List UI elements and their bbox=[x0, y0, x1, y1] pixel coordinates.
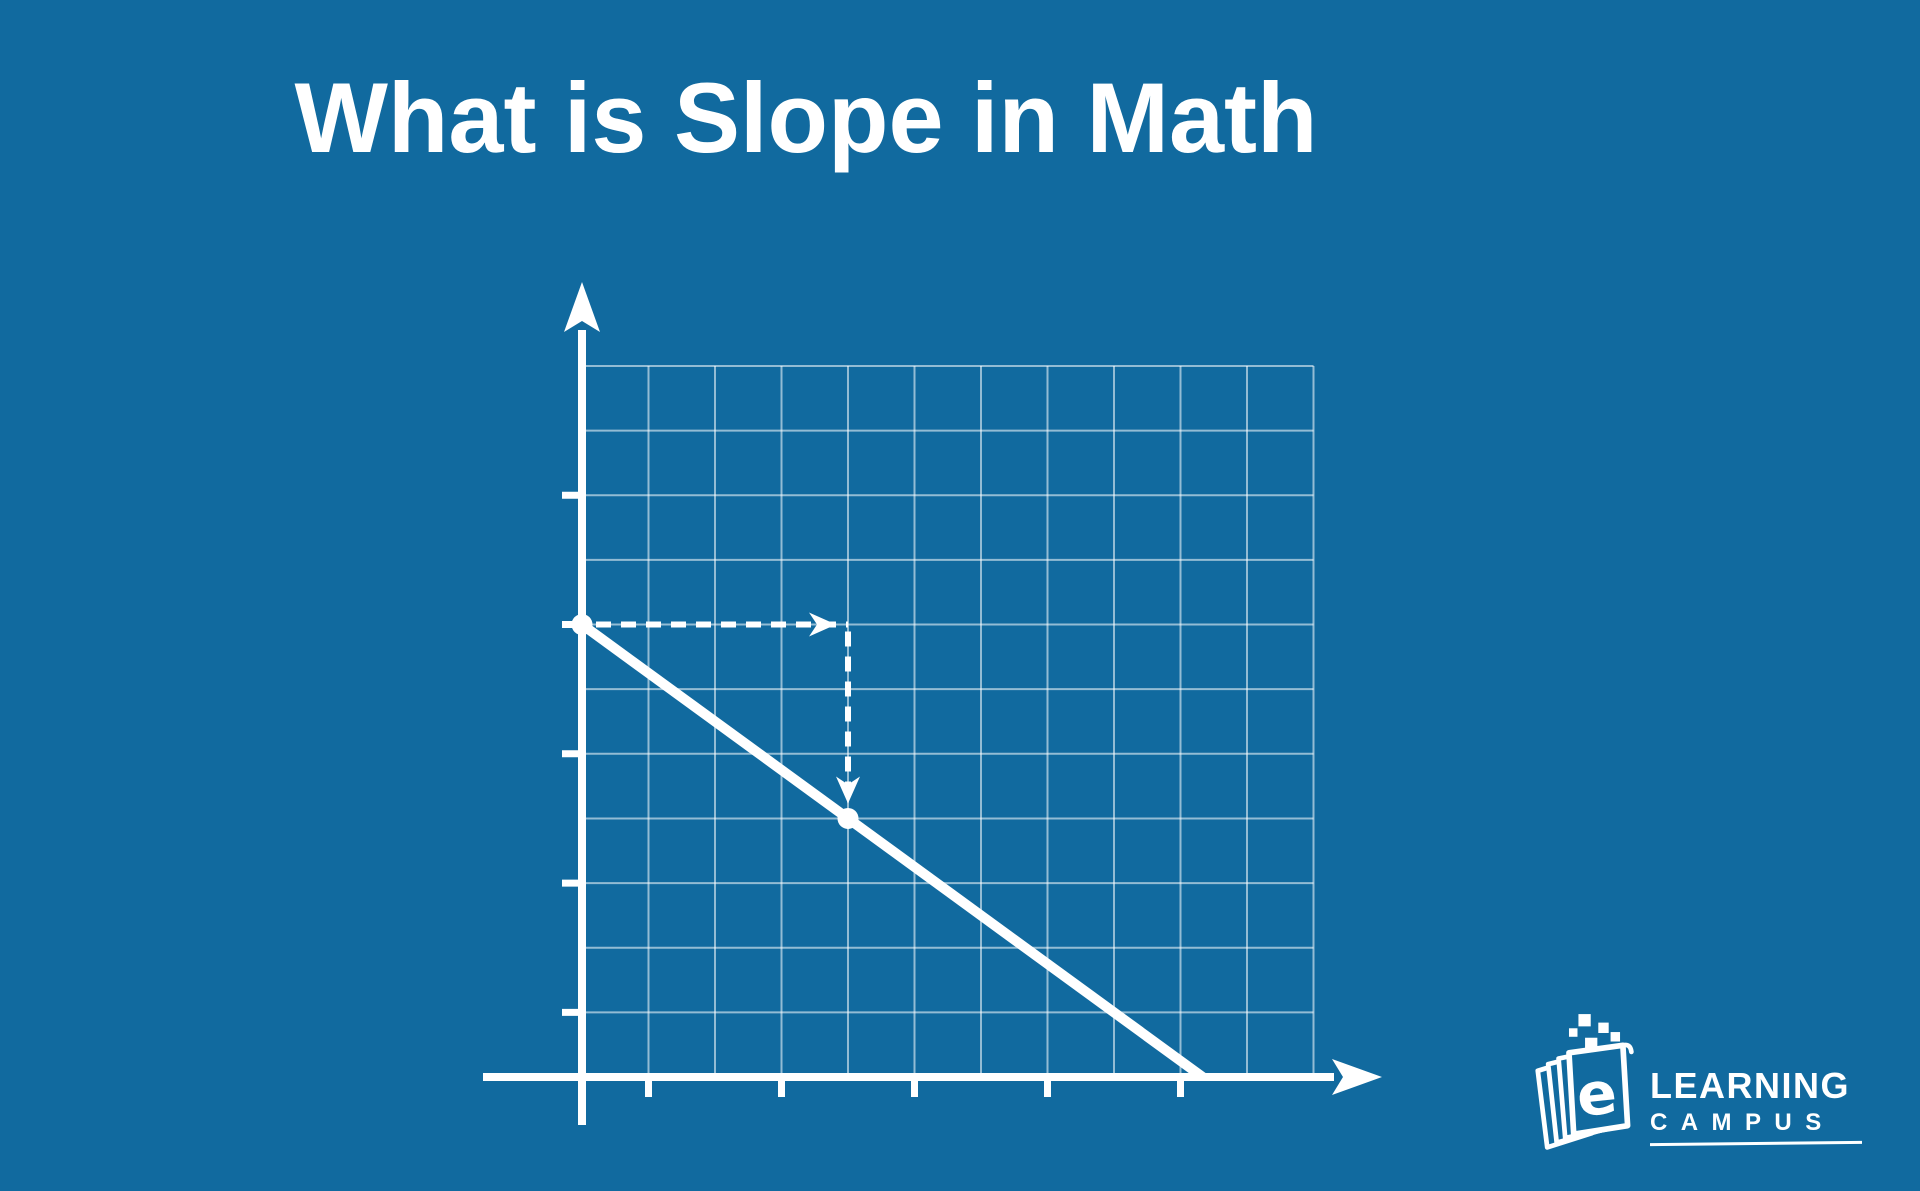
run-arrow-head-icon bbox=[809, 612, 836, 637]
logo-text-block: LEARNING CAMPUS bbox=[1649, 1065, 1863, 1155]
brand-logo: e LEARNING CAMPUS bbox=[1534, 1011, 1863, 1155]
y-axis-arrow-icon bbox=[564, 282, 600, 332]
logo-campus-label: CAMPUS bbox=[1650, 1109, 1835, 1136]
book-cover-icon: e bbox=[1566, 1042, 1634, 1137]
page-title: What is Slope in Math bbox=[294, 62, 1318, 173]
rise-arrow-head-icon bbox=[836, 776, 860, 804]
logo-letter-e: e bbox=[1573, 1058, 1620, 1130]
axes bbox=[483, 330, 1334, 1125]
point-marker bbox=[837, 807, 859, 829]
grid-lines bbox=[581, 364, 1315, 1078]
axis-ticks bbox=[562, 491, 1184, 1097]
slope-line bbox=[579, 620, 1206, 1082]
logo-underline bbox=[1649, 1140, 1863, 1147]
pixel-squares-icon bbox=[1568, 1014, 1621, 1051]
point-marker bbox=[571, 614, 593, 636]
logo-learning-label: LEARNING bbox=[1650, 1065, 1850, 1106]
book-logo-icon: e bbox=[1535, 1014, 1634, 1150]
x-axis-arrow-icon bbox=[1332, 1059, 1382, 1095]
